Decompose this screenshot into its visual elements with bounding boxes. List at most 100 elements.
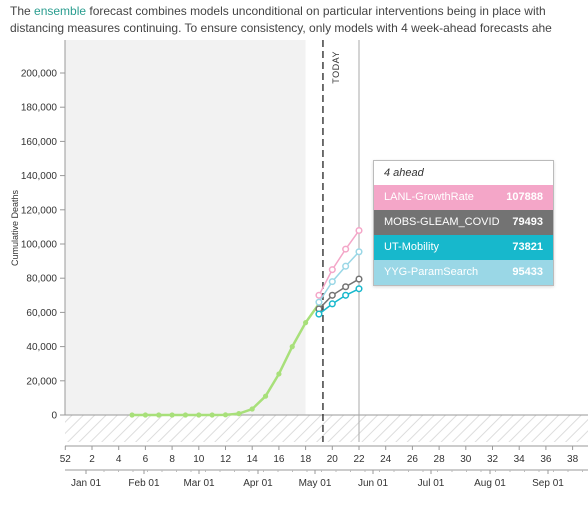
week-tick-label: 6	[143, 454, 149, 465]
observed-point	[249, 406, 255, 412]
observed-point	[236, 411, 242, 417]
tooltip-rows: LANL-GrowthRate 107888 MOBS-GLEAM_COVID 794…	[374, 185, 553, 285]
tooltip-row-name: LANL-GrowthRate	[384, 191, 474, 203]
tooltip-row-value: 107888	[506, 191, 543, 203]
week-tick-label: 36	[540, 454, 552, 465]
tooltip-row-name: YYG-ParamSearch	[384, 266, 479, 278]
series-point-lanl-growthrate[interactable]	[342, 245, 350, 253]
chart-series[interactable]	[129, 226, 363, 418]
series-point-mobs-gleam-covid[interactable]	[328, 291, 336, 299]
series-line-lanl-growthrate[interactable]	[318, 230, 360, 296]
observed-point	[276, 371, 282, 377]
tooltip-row: UT-Mobility 73821	[374, 235, 553, 260]
week-tick-label: 24	[380, 454, 392, 465]
observed-point	[182, 412, 189, 418]
week-tick-label: 4	[116, 454, 122, 465]
series-line-mobs-gleam-covid[interactable]	[318, 278, 360, 310]
past-region-shade	[65, 40, 306, 415]
week-tick-label: 28	[434, 454, 446, 465]
y-tick-label: 80,000	[26, 274, 57, 285]
week-tick-label: 18	[300, 454, 312, 465]
observed-point	[156, 412, 162, 418]
week-tick-label: 10	[193, 454, 205, 465]
week-tick-label: 8	[169, 454, 175, 465]
week-tick-label: 16	[273, 454, 285, 465]
chart-background	[65, 40, 588, 442]
observed-point	[142, 412, 148, 418]
series-point-yyg-paramsearch[interactable]	[342, 262, 350, 270]
series-line-ut-mobility[interactable]	[318, 288, 360, 315]
tooltip-row-name: UT-Mobility	[384, 241, 440, 253]
intro-text: The ensemble forecast combines models un…	[10, 3, 588, 37]
ensemble-link[interactable]: ensemble	[34, 4, 87, 18]
week-tick-label: 12	[220, 454, 232, 465]
series-point-lanl-growthrate[interactable]	[315, 291, 323, 299]
series-point-lanl-growthrate[interactable]	[328, 266, 336, 274]
intro-text-before: The	[10, 4, 35, 18]
y-tick-label: 180,000	[21, 103, 58, 114]
y-tick-label: 140,000	[21, 171, 58, 182]
series-line-yyg-paramsearch[interactable]	[318, 251, 360, 303]
month-tick-label: Mar 01	[183, 478, 215, 489]
y-tick-label: 100,000	[21, 240, 58, 251]
week-tick-label: 34	[514, 454, 526, 465]
intro-text-after: forecast combines models unconditional o…	[86, 4, 546, 18]
month-tick-label: May 01	[299, 478, 332, 489]
time-axes[interactable]: 52 2 4 6 8 10 12 14 16 18 20 22 24 26 28 30 32 34 36 38Jan …	[60, 445, 588, 489]
week-tick-label: 30	[460, 454, 472, 465]
y-tick-label: 20,000	[26, 376, 57, 387]
tooltip-row: YYG-ParamSearch 95433	[374, 260, 553, 285]
week-tick-label: 20	[327, 454, 339, 465]
series-point-mobs-gleam-covid[interactable]	[355, 275, 363, 283]
series-point-yyg-paramsearch[interactable]	[328, 278, 336, 286]
month-tick-label: Apr 01	[243, 478, 273, 489]
y-tick-label: 160,000	[21, 137, 58, 148]
series-point-ut-mobility[interactable]	[355, 285, 363, 293]
series-point-ut-mobility[interactable]	[342, 291, 350, 299]
week-tick-label: 32	[487, 454, 499, 465]
series-point-lanl-growthrate[interactable]	[355, 226, 363, 235]
week-tick-label: 2	[89, 454, 95, 465]
y-tick-label: 200,000	[21, 69, 58, 80]
tooltip-row-name: MOBS-GLEAM_COVID	[384, 216, 500, 228]
series-point-yyg-paramsearch[interactable]	[315, 298, 323, 306]
forecast-tooltip: 4 ahead LANL-GrowthRate 107888 MOBS-GLEAM_…	[373, 160, 554, 286]
observed-point	[289, 344, 295, 350]
series-point-yyg-paramsearch[interactable]	[355, 248, 363, 256]
observed-point	[222, 412, 229, 418]
y-tick-label: 60,000	[26, 308, 57, 319]
tooltip-row: MOBS-GLEAM_COVID 79493	[374, 210, 553, 235]
month-tick-label: Jun 01	[358, 478, 388, 489]
week-tick-label: 26	[407, 454, 419, 465]
y-tick-label: 0	[51, 411, 57, 422]
tooltip-row-value: 73821	[512, 241, 543, 253]
observed-point	[196, 412, 202, 418]
observed-point	[169, 412, 175, 418]
y-tick-label: 40,000	[26, 342, 57, 353]
week-tick-label: 22	[353, 454, 365, 465]
series-point-ut-mobility[interactable]	[328, 300, 336, 308]
series-point-ut-mobility[interactable]	[315, 310, 323, 318]
month-tick-label: Aug 01	[474, 478, 506, 489]
tooltip-title: 4 ahead	[384, 167, 424, 179]
observed-point	[303, 320, 309, 326]
month-tick-label: Jul 01	[418, 478, 445, 489]
tooltip-row: LANL-GrowthRate 107888	[374, 185, 553, 210]
tooltip-row-value: 95433	[512, 266, 543, 278]
y-tick-label: 120,000	[21, 205, 58, 216]
observed-point	[209, 412, 215, 418]
week-tick-label: 14	[247, 454, 259, 465]
negative-region-hatch	[65, 415, 588, 442]
month-tick-label: Feb 01	[128, 478, 160, 489]
tooltip-row-value: 79493	[512, 216, 543, 228]
month-tick-label: Sep 01	[532, 478, 564, 489]
y-axis-label: Cumulative Deaths	[10, 189, 20, 266]
intro-line-2: distancing measures continuing. To ensur…	[10, 21, 552, 35]
month-tick-label: Jan 01	[71, 478, 101, 489]
series-point-mobs-gleam-covid[interactable]	[342, 283, 350, 291]
observed-point	[262, 393, 269, 399]
observed-point	[129, 412, 135, 418]
week-tick-label: 38	[567, 454, 579, 465]
today-label: TODAY	[331, 51, 341, 84]
